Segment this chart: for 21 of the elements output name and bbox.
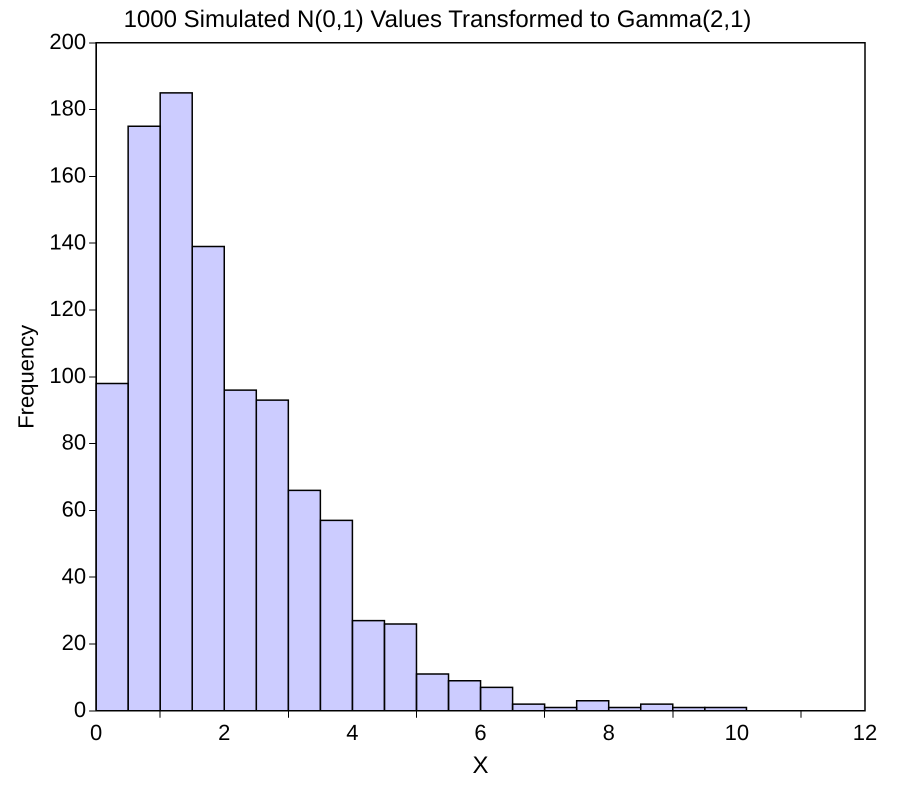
y-tick-label: 60 <box>62 496 86 522</box>
y-tick-label: 120 <box>49 296 86 322</box>
chart-title: 1000 Simulated N(0,1) Values Transformed to Gamma(2,1) <box>124 6 752 34</box>
y-tick-label: 200 <box>49 28 86 54</box>
y-tick-label: 140 <box>49 229 86 254</box>
x-tick-label: 0 <box>90 720 102 746</box>
x-tick-label: 4 <box>346 720 359 746</box>
x-axis-title: X <box>472 752 489 780</box>
x-tick-label: 12 <box>852 720 878 746</box>
y-tick-label: 0 <box>74 696 86 722</box>
y-tick-label: 20 <box>62 630 86 656</box>
y-tick-label: 100 <box>49 362 86 388</box>
y-axis-title: Frequency <box>13 324 38 429</box>
x-tick-label: 2 <box>218 720 230 746</box>
x-tick-label: 8 <box>602 720 615 746</box>
y-tick-label: 160 <box>49 162 86 188</box>
x-tick-label: 10 <box>724 720 750 746</box>
y-tick-label: 80 <box>62 430 86 455</box>
x-tick-label: 6 <box>474 720 487 746</box>
y-tick-label: 40 <box>62 563 86 588</box>
y-tick-label: 180 <box>49 96 86 121</box>
